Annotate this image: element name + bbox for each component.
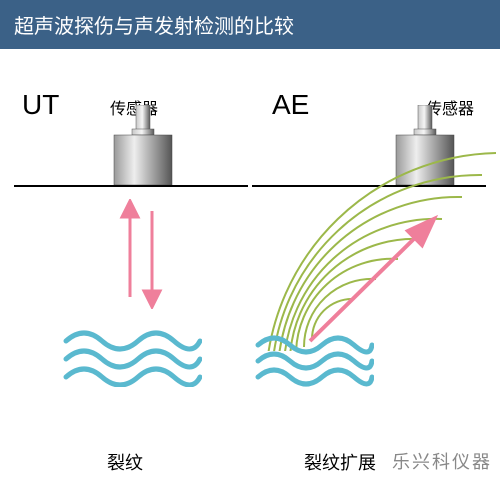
panel-ae: AE 传感器 <box>250 49 500 469</box>
sensor-ut <box>108 105 178 192</box>
title-bar: 超声波探伤与声发射检测的比较 <box>0 0 500 49</box>
page-title: 超声波探伤与声发射检测的比较 <box>14 16 294 38</box>
comparison-panels: UT 传感器 <box>0 49 500 469</box>
method-label-ut: UT <box>22 89 59 121</box>
method-label-ae: AE <box>272 89 309 121</box>
sensor-icon <box>108 105 178 187</box>
ut-arrows-icon <box>112 199 172 309</box>
ae-arcs-icon <box>256 131 496 351</box>
crack-label-ut: 裂纹 <box>0 449 250 475</box>
crack-waves-ae-icon <box>254 333 374 389</box>
panel-ut: UT 传感器 <box>0 49 250 469</box>
surface-line-ut <box>14 185 248 187</box>
watermark-text: 乐兴科仪器 <box>392 448 492 474</box>
crack-waves-icon <box>62 327 202 387</box>
